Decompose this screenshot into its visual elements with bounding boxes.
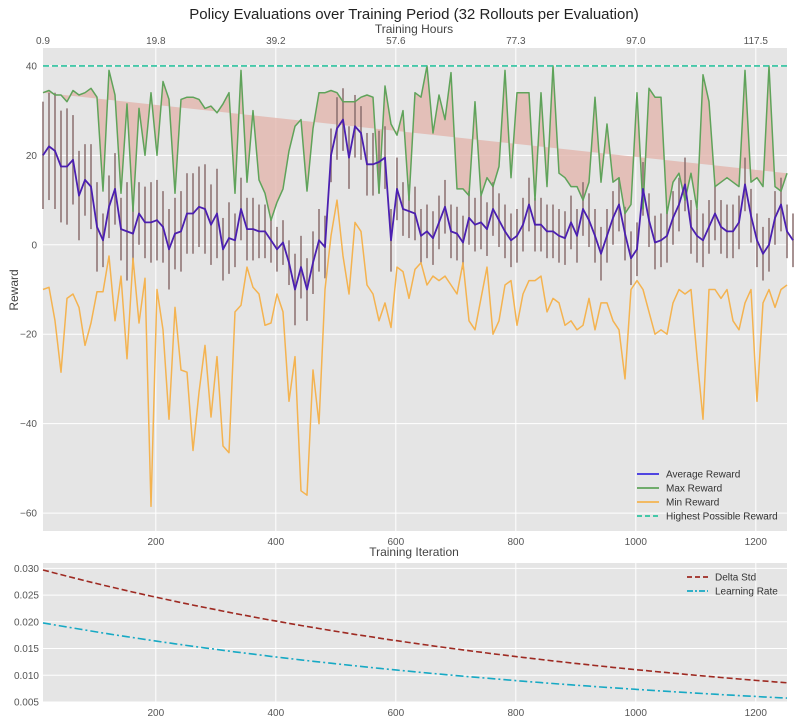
- sub-series: [42, 569, 788, 699]
- sub-axis-ticks: 200 400 600 800 1000 1200 0.005 0.010 0.015 0.020…: [14, 564, 767, 719]
- y-tick-label: 0: [31, 240, 37, 251]
- y-tick-label: 0.015: [14, 644, 39, 655]
- y-tick-label: −20: [20, 330, 37, 341]
- x-tick-label: 600: [387, 708, 404, 719]
- x-tick-label: 400: [267, 708, 284, 719]
- y-tick-label: 0.005: [14, 698, 39, 709]
- x-tick-label: 1200: [745, 708, 768, 719]
- x-tick-label: 800: [507, 708, 524, 719]
- y-tick-label: 40: [26, 61, 38, 72]
- y-tick-label: 0.025: [14, 591, 39, 602]
- x-tick-label: 200: [147, 708, 164, 719]
- max-reward-line: [42, 65, 788, 221]
- legend-label: Highest Possible Reward: [666, 512, 778, 523]
- legend-label: Min Reward: [666, 498, 719, 509]
- y-tick-label: −40: [20, 419, 37, 430]
- top-x-tick-label: 0.9: [36, 36, 50, 47]
- y-tick-label: 0.020: [14, 617, 39, 628]
- top-x-tick-label: 77.3: [506, 36, 526, 47]
- sub-legend: Delta Std Learning Rate: [687, 573, 778, 598]
- sub-grid: [43, 563, 787, 703]
- top-x-tick-label: 117.5: [744, 36, 769, 47]
- x-tick-label: 1000: [625, 708, 648, 719]
- main-axis-ticks: 200 400 600 800 1000 1200 −60 −40 −20 0 20 40: [20, 61, 767, 548]
- y-tick-label: 0.010: [14, 671, 39, 682]
- x-axis-label: Training Iteration: [369, 545, 459, 559]
- x-tick-label: 1200: [745, 537, 768, 548]
- x-tick-label: 400: [267, 537, 284, 548]
- main-legend: Average Reward Max Reward Min Reward Highes…: [637, 470, 778, 523]
- top-x-tick-label: 39.2: [266, 36, 286, 47]
- x-tick-label: 1000: [625, 537, 648, 548]
- y-tick-label: −60: [20, 509, 37, 520]
- x-tick-label: 200: [147, 537, 164, 548]
- average-reward-line: [42, 118, 794, 291]
- top-x-tick-label: 57.6: [386, 36, 406, 47]
- legend-label: Delta Std: [715, 573, 756, 584]
- legend-label: Average Reward: [666, 470, 740, 481]
- top-x-ticks: 0.9 19.8 39.2 57.6 77.3 97.0 117.5: [36, 36, 768, 47]
- y-axis-label: Reward: [7, 269, 21, 310]
- x-tick-label: 600: [387, 537, 404, 548]
- chart-title: Policy Evaluations over Training Period …: [189, 6, 638, 23]
- legend-label: Max Reward: [666, 484, 722, 495]
- top-x-axis-label: Training Hours: [375, 22, 453, 36]
- legend-label: Learning Rate: [715, 587, 778, 598]
- sub-plot-background: [43, 563, 787, 702]
- y-tick-label: 0.030: [14, 564, 39, 575]
- x-tick-label: 800: [507, 537, 524, 548]
- y-tick-label: 20: [26, 151, 38, 162]
- top-x-tick-label: 97.0: [626, 36, 646, 47]
- learning-rate-line: [42, 622, 788, 699]
- main-series: [42, 65, 794, 508]
- top-x-tick-label: 19.8: [146, 36, 166, 47]
- delta-std-line: [42, 569, 788, 684]
- min-reward-line: [42, 199, 788, 508]
